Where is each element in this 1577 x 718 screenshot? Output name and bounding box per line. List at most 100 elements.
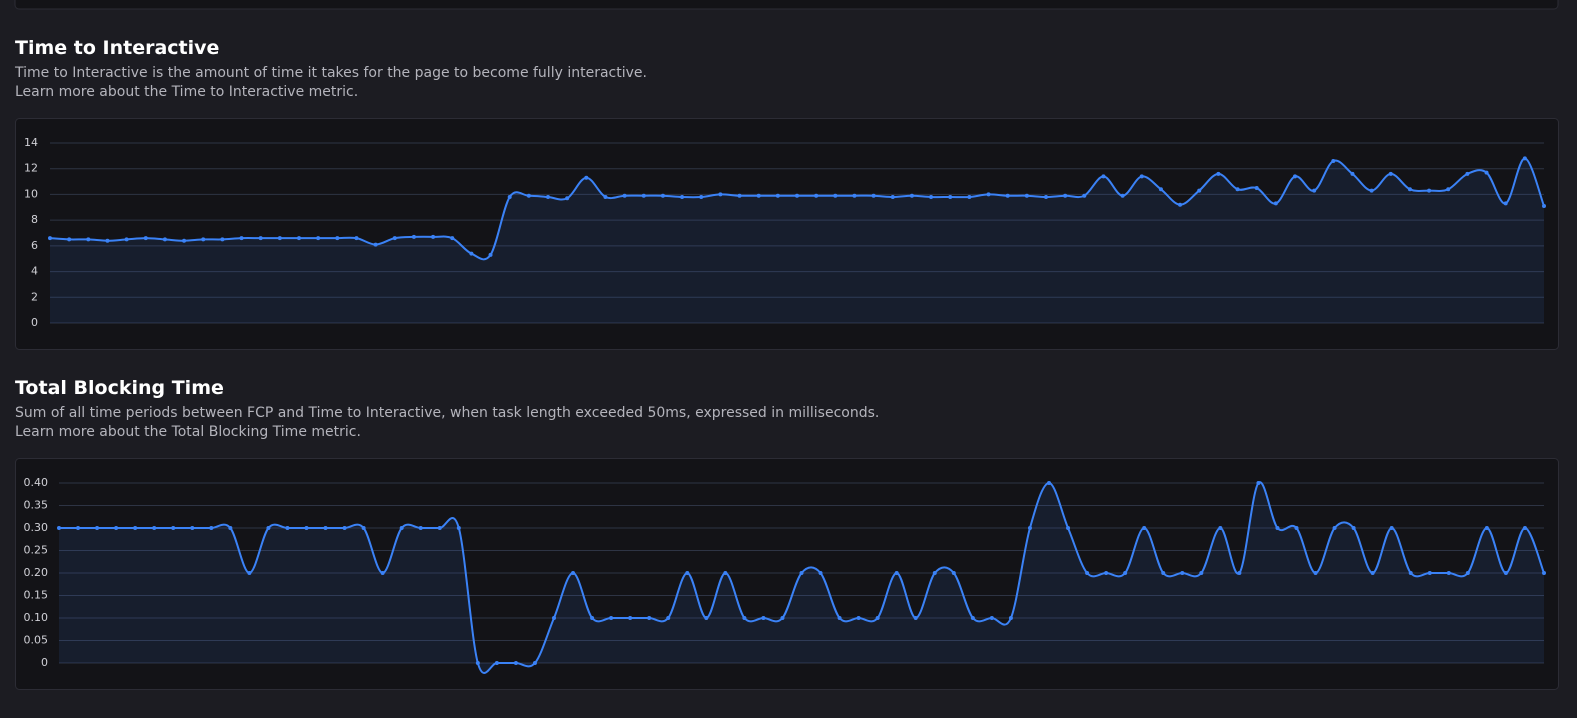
point <box>48 236 52 241</box>
point <box>1446 187 1451 192</box>
point <box>818 571 823 575</box>
point <box>316 236 321 241</box>
y-tick-label: 0 <box>31 316 38 329</box>
point <box>1484 526 1489 530</box>
point <box>723 571 728 575</box>
point <box>565 196 570 201</box>
point <box>989 616 994 620</box>
point <box>666 616 671 620</box>
point <box>680 195 685 199</box>
point <box>622 193 627 198</box>
point <box>742 616 747 620</box>
point <box>475 661 480 665</box>
point <box>1446 571 1451 575</box>
point <box>1503 571 1508 575</box>
y-tick-label: 0.05 <box>24 634 49 647</box>
point <box>247 571 252 575</box>
point <box>1063 193 1068 198</box>
point <box>1465 571 1470 575</box>
point <box>323 526 328 530</box>
point <box>190 526 195 530</box>
point <box>1085 571 1090 575</box>
point <box>1542 204 1546 208</box>
point <box>1237 571 1242 575</box>
point <box>584 175 589 180</box>
point <box>228 526 233 530</box>
point <box>1370 571 1375 575</box>
point <box>411 234 416 239</box>
point <box>795 193 799 198</box>
learn-more-link[interactable]: Learn more about the Time to Interactive… <box>15 84 358 100</box>
point <box>1522 156 1527 161</box>
point <box>660 193 665 198</box>
point <box>171 526 176 530</box>
point <box>513 661 518 665</box>
point <box>494 661 499 665</box>
point <box>399 526 404 530</box>
point <box>1123 571 1128 575</box>
point <box>105 238 110 243</box>
point <box>373 242 378 247</box>
point <box>852 193 857 198</box>
y-tick-label: 10 <box>24 187 38 200</box>
point <box>552 616 556 620</box>
point <box>1254 186 1259 190</box>
y-tick-label: 0.20 <box>24 566 49 579</box>
point <box>239 236 244 241</box>
point <box>699 195 704 199</box>
point <box>761 616 766 620</box>
y-tick-label: 0.10 <box>24 611 49 624</box>
point <box>1158 187 1163 192</box>
point <box>392 236 397 241</box>
point <box>909 193 914 198</box>
point <box>856 616 861 620</box>
point <box>837 616 842 620</box>
point <box>913 616 918 620</box>
y-tick-label: 0 <box>41 656 48 669</box>
point <box>1027 526 1032 530</box>
point <box>1427 188 1432 193</box>
y-tick-label: 0.30 <box>24 521 49 534</box>
point <box>951 571 956 575</box>
point <box>57 526 61 530</box>
point <box>437 526 442 530</box>
point <box>894 571 899 575</box>
chart-panel <box>15 458 1559 690</box>
previous-panel <box>14 0 1559 10</box>
y-tick-label: 4 <box>31 265 38 278</box>
area <box>59 482 1544 673</box>
point <box>162 237 167 242</box>
y-tick-label: 0.25 <box>24 544 49 557</box>
point <box>1104 571 1109 575</box>
point <box>209 526 214 530</box>
point <box>418 526 423 530</box>
point <box>780 616 785 620</box>
point <box>546 195 550 199</box>
point <box>1197 188 1202 193</box>
section-description: Time to Interactive is the amount of tim… <box>14 65 647 81</box>
point <box>361 526 366 530</box>
point <box>507 195 512 199</box>
y-tick-label: 12 <box>24 162 38 175</box>
section-title: Total Blocking Time <box>15 377 224 399</box>
point <box>1522 526 1527 530</box>
point <box>380 571 385 575</box>
point <box>1332 526 1337 530</box>
point <box>603 195 608 199</box>
point <box>1216 171 1221 176</box>
y-tick-label: 0.15 <box>24 589 49 602</box>
y-tick-label: 6 <box>31 239 38 252</box>
point <box>571 571 576 575</box>
learn-more-link[interactable]: Learn more about the Total Blocking Time… <box>15 424 361 440</box>
point <box>450 236 455 241</box>
y-tick-label: 0.40 <box>24 476 49 489</box>
point <box>526 193 531 198</box>
point <box>970 616 975 620</box>
point <box>1465 171 1470 176</box>
point <box>814 193 819 198</box>
section-description: Sum of all time periods between FCP and … <box>15 405 879 421</box>
point <box>1218 526 1223 530</box>
point <box>182 238 187 243</box>
y-tick-label: 14 <box>24 136 38 149</box>
